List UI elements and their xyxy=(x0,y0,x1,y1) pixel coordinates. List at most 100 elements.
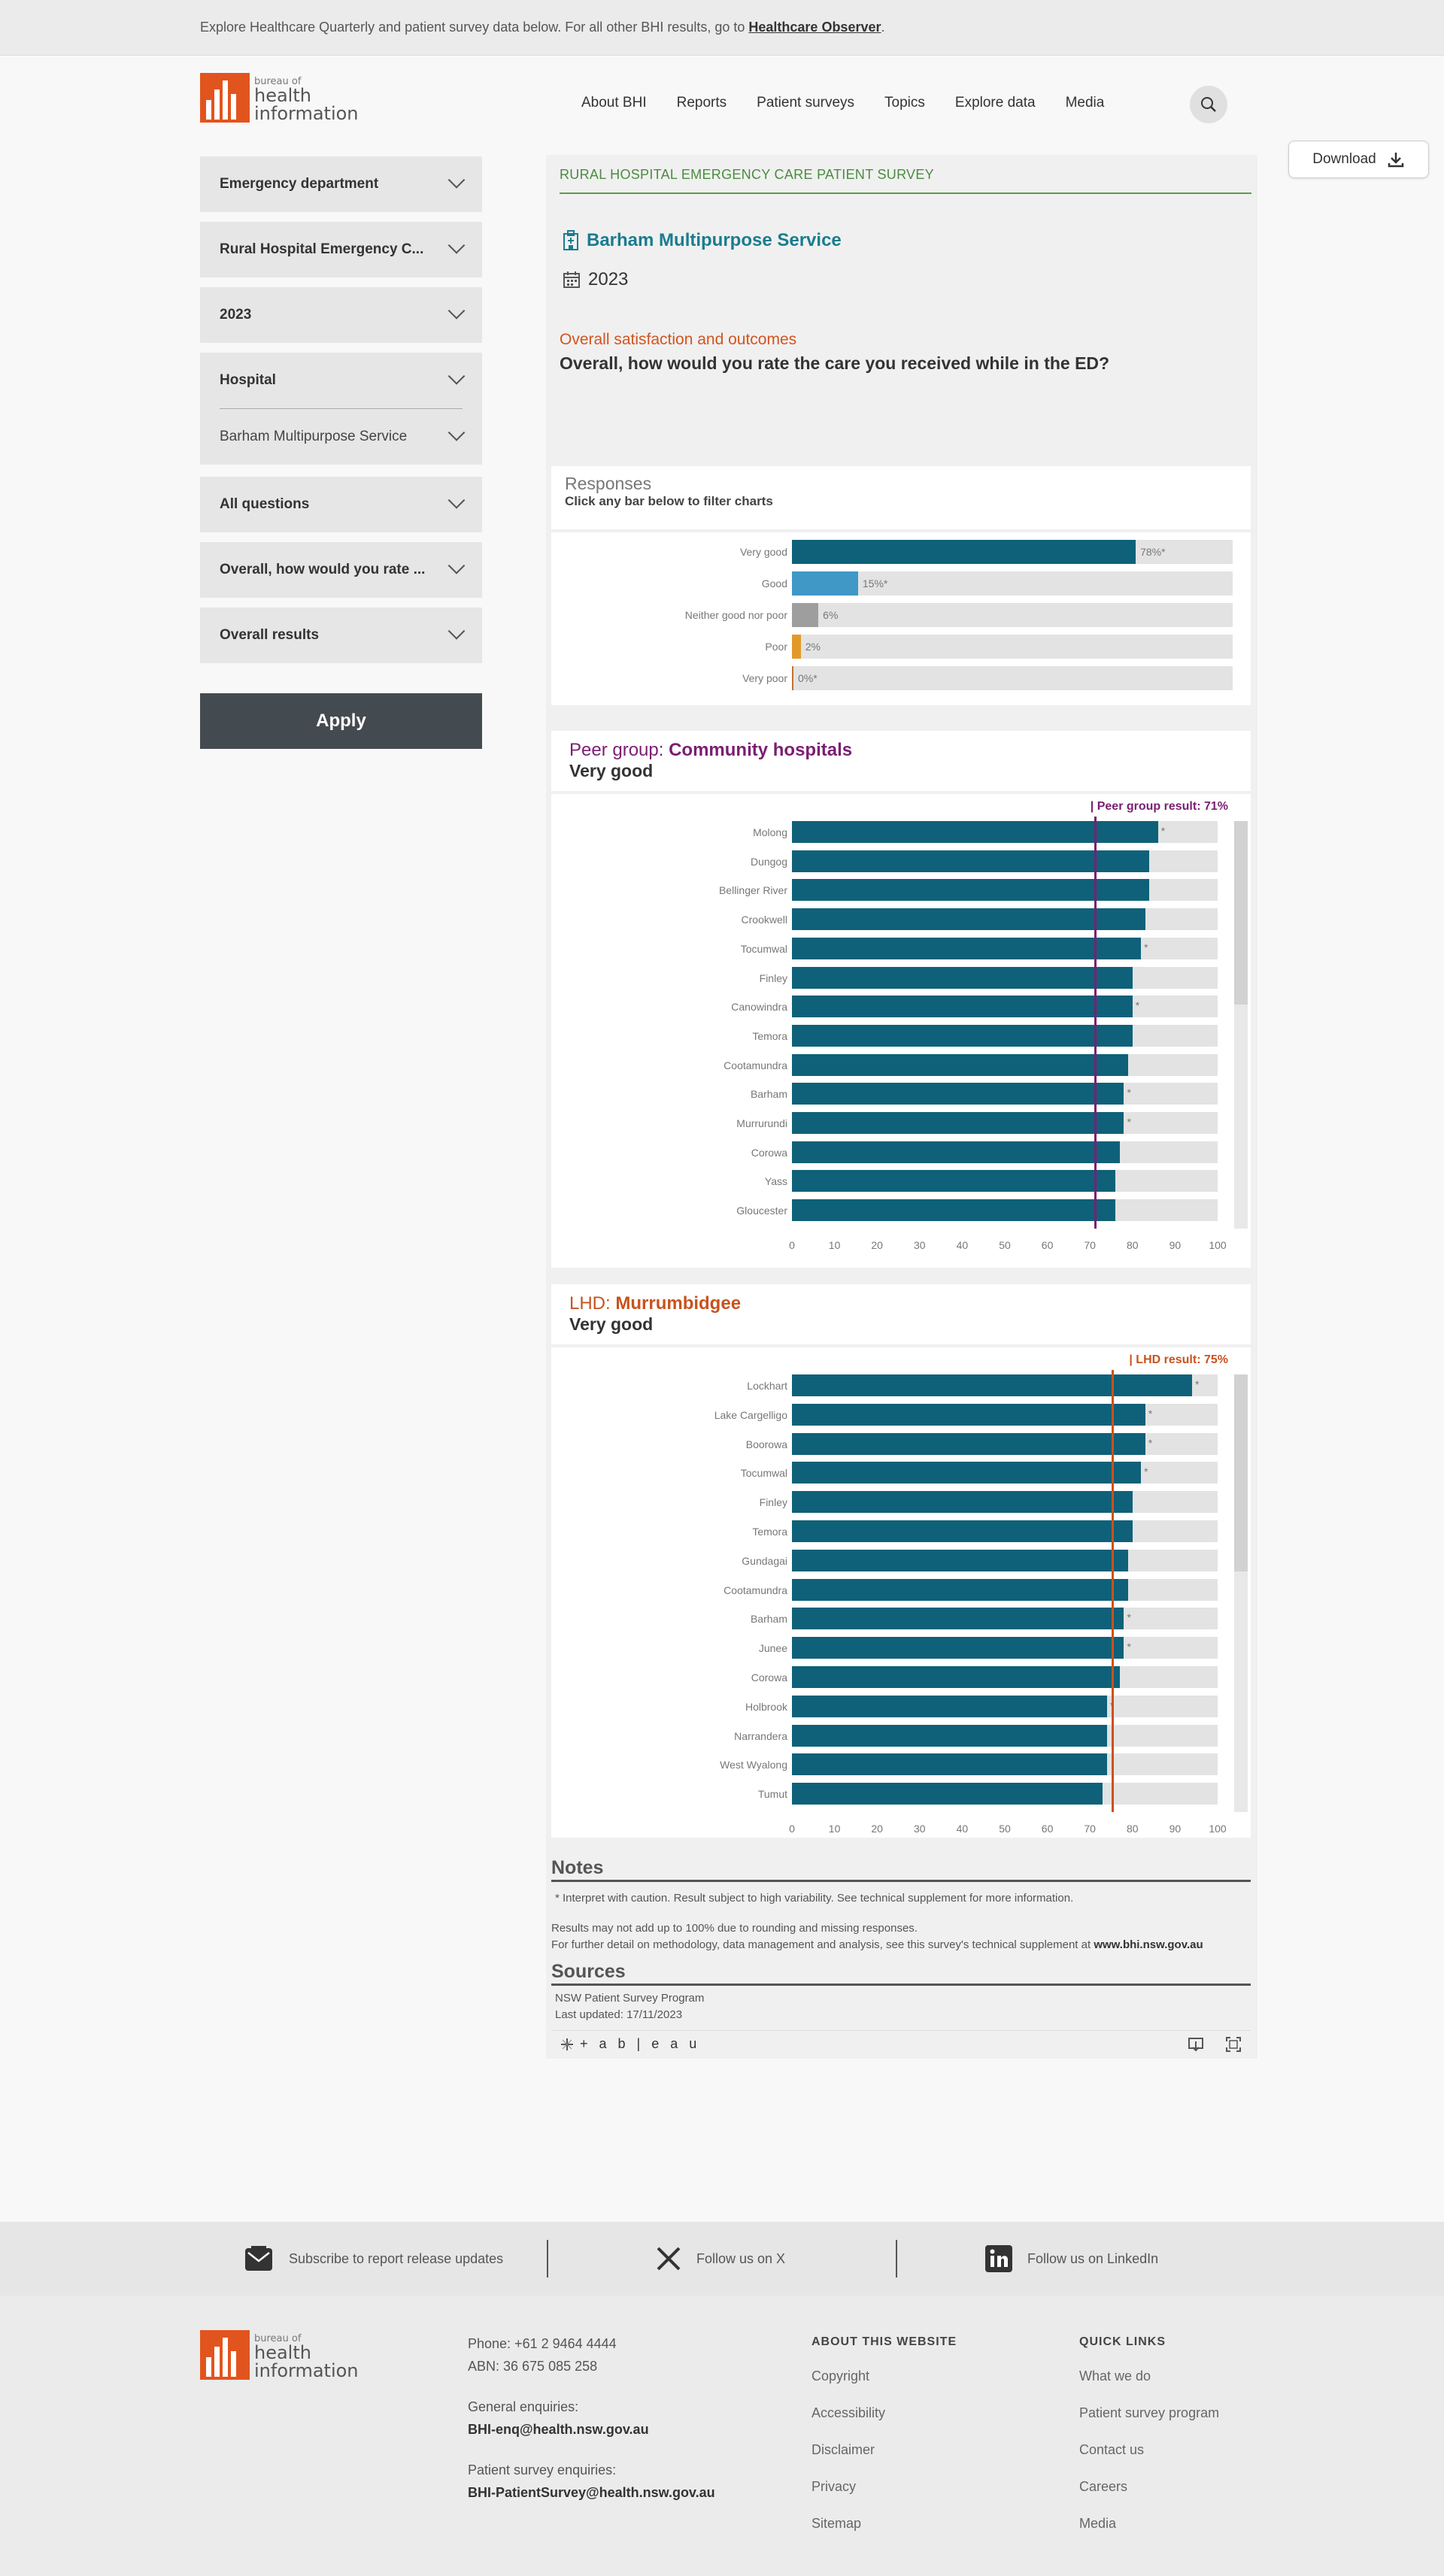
subscribe-link[interactable]: Subscribe to report release updates xyxy=(244,2222,503,2296)
footer-link-accessibility[interactable]: Accessibility xyxy=(811,2405,886,2420)
comparison-bar[interactable] xyxy=(792,966,1218,989)
footer-link-patient-survey-program[interactable]: Patient survey program xyxy=(1079,2405,1220,2420)
search-button[interactable] xyxy=(1190,86,1227,123)
comparison-bar[interactable] xyxy=(792,908,1218,931)
scrollbar-thumb[interactable] xyxy=(1234,821,1248,1005)
nav-about-bhi[interactable]: About BHI xyxy=(581,95,647,111)
bar-value: 78%* xyxy=(1140,546,1166,558)
peer-group-chart[interactable]: | Peer group result: 71% Molong * Dungog Bel… xyxy=(551,794,1251,1268)
about-title: ABOUT THIS WEBSITE xyxy=(811,2335,957,2348)
general-email-link[interactable]: BHI-enq@health.nsw.gov.au xyxy=(468,2422,649,2437)
filter-year[interactable]: 2023 xyxy=(200,287,482,343)
comparison-bar[interactable] xyxy=(792,1608,1218,1630)
comparison-bar[interactable] xyxy=(792,1112,1218,1134)
footer-link-privacy[interactable]: Privacy xyxy=(811,2479,857,2494)
filter-label: Rural Hospital Emergency C... xyxy=(220,241,424,257)
caution-marker: * xyxy=(1148,1407,1153,1420)
comparison-bar[interactable] xyxy=(792,1491,1218,1514)
bar-fill xyxy=(792,1783,1103,1805)
follow-linkedin-link[interactable]: Follow us on LinkedIn xyxy=(985,2222,1158,2296)
footer-link-disclaimer[interactable]: Disclaimer xyxy=(811,2442,875,2457)
bar-fill xyxy=(792,908,1145,931)
comparison-bar[interactable] xyxy=(792,1637,1218,1659)
bar-label: Lockhart xyxy=(747,1380,787,1392)
footer-logo[interactable]: bureau of health information xyxy=(200,2330,359,2380)
logo-line-1: bureau of xyxy=(254,76,302,87)
response-bar[interactable] xyxy=(792,571,1233,596)
bhi-logo[interactable]: bureau of health information xyxy=(200,73,359,123)
comparison-bar[interactable] xyxy=(792,1141,1218,1163)
scrollbar-thumb[interactable] xyxy=(1234,1374,1248,1571)
response-bar[interactable] xyxy=(792,603,1233,627)
footer-link-contact-us[interactable]: Contact us xyxy=(1079,2442,1145,2457)
response-bar[interactable] xyxy=(792,540,1233,564)
comparison-bar[interactable] xyxy=(792,996,1218,1018)
nav-patient-surveys[interactable]: Patient surveys xyxy=(757,95,855,111)
filter-question[interactable]: Overall, how would you rate ... xyxy=(200,542,482,598)
comparison-bar[interactable] xyxy=(792,1753,1218,1776)
tableau-logo[interactable]: + a b | e a u xyxy=(560,2036,700,2052)
footer-link-media[interactable]: Media xyxy=(1079,2516,1117,2531)
comparison-bar[interactable] xyxy=(792,1549,1218,1571)
footer-link-copyright[interactable]: Copyright xyxy=(811,2368,870,2384)
bar-label: Poor xyxy=(765,641,787,653)
filter-survey-type[interactable]: Emergency department xyxy=(200,156,482,212)
comparison-bar[interactable] xyxy=(792,1724,1218,1747)
download-button[interactable]: Download xyxy=(1288,141,1429,178)
comparison-bar[interactable] xyxy=(792,1695,1218,1717)
comparison-bar[interactable] xyxy=(792,1520,1218,1542)
bhi-website-link[interactable]: www.bhi.nsw.gov.au xyxy=(1094,1938,1203,1951)
response-bar[interactable] xyxy=(792,666,1233,690)
comparison-bar[interactable] xyxy=(792,1666,1218,1688)
comparison-bar[interactable] xyxy=(792,1024,1218,1047)
comparison-bar[interactable] xyxy=(792,1403,1218,1426)
scrollbar[interactable] xyxy=(1234,1374,1248,1812)
responses-chart[interactable]: Very good 78%* Good 15%* Neither good nor po… xyxy=(551,532,1251,705)
healthcare-observer-link[interactable]: Healthcare Observer xyxy=(748,20,881,35)
nav-media[interactable]: Media xyxy=(1065,95,1105,111)
footer-link-sitemap[interactable]: Sitemap xyxy=(811,2516,862,2531)
filter-result-type[interactable]: Overall results xyxy=(200,608,482,663)
comparison-bar[interactable] xyxy=(792,879,1218,902)
comparison-bar[interactable] xyxy=(792,1170,1218,1193)
bar-label: Gloucester xyxy=(736,1205,787,1217)
response-bar[interactable] xyxy=(792,635,1233,659)
nav-explore-data[interactable]: Explore data xyxy=(954,95,1036,111)
footer-link-careers[interactable]: Careers xyxy=(1079,2479,1128,2494)
comparison-bar[interactable] xyxy=(792,1462,1218,1484)
comparison-bar[interactable] xyxy=(792,1432,1218,1455)
bar-fill xyxy=(792,1695,1107,1717)
filter-level[interactable]: Hospital Barham Multipurpose Service xyxy=(200,353,482,465)
comparison-bar[interactable] xyxy=(792,1578,1218,1601)
apply-button[interactable]: Apply xyxy=(200,693,482,749)
filter-hospital[interactable]: Barham Multipurpose Service xyxy=(200,409,482,465)
divider xyxy=(551,1880,1251,1882)
lhd-chart[interactable]: | LHD result: 75% Lockhart * Lake Cargellig… xyxy=(551,1347,1251,1838)
filter-question-group[interactable]: All questions xyxy=(200,477,482,532)
comparison-bar[interactable] xyxy=(792,1374,1218,1396)
follow-x-link[interactable]: Follow us on X xyxy=(656,2222,785,2296)
x-axis-tick: 60 xyxy=(1041,1823,1054,1835)
peer-group-header: Peer group: Community hospitals Very goo… xyxy=(551,731,1251,791)
survey-email-link[interactable]: BHI-PatientSurvey@health.nsw.gov.au xyxy=(468,2485,715,2500)
sources-title: Sources xyxy=(551,1961,626,1982)
comparison-bar[interactable] xyxy=(792,821,1218,843)
download-icon[interactable] xyxy=(1188,2036,1204,2053)
bar-label: Finley xyxy=(759,971,787,984)
fullscreen-icon[interactable] xyxy=(1225,2036,1242,2053)
filter-survey[interactable]: Rural Hospital Emergency C... xyxy=(200,222,482,277)
bar-label: Tocumwal xyxy=(740,1467,787,1480)
comparison-bar[interactable] xyxy=(792,1083,1218,1105)
comparison-bar[interactable] xyxy=(792,850,1218,872)
comparison-bar[interactable] xyxy=(792,937,1218,959)
scrollbar[interactable] xyxy=(1234,821,1248,1229)
footer-link-what-we-do[interactable]: What we do xyxy=(1079,2368,1151,2384)
nav-reports[interactable]: Reports xyxy=(676,95,727,111)
nav-topics[interactable]: Topics xyxy=(884,95,925,111)
comparison-bar[interactable] xyxy=(792,1199,1218,1222)
bar-fill xyxy=(792,850,1150,872)
comparison-bar[interactable] xyxy=(792,1053,1218,1076)
notes-title: Notes xyxy=(551,1857,604,1878)
comparison-bar[interactable] xyxy=(792,1783,1218,1805)
phone: Phone: +61 2 9464 4444 xyxy=(468,2336,617,2351)
